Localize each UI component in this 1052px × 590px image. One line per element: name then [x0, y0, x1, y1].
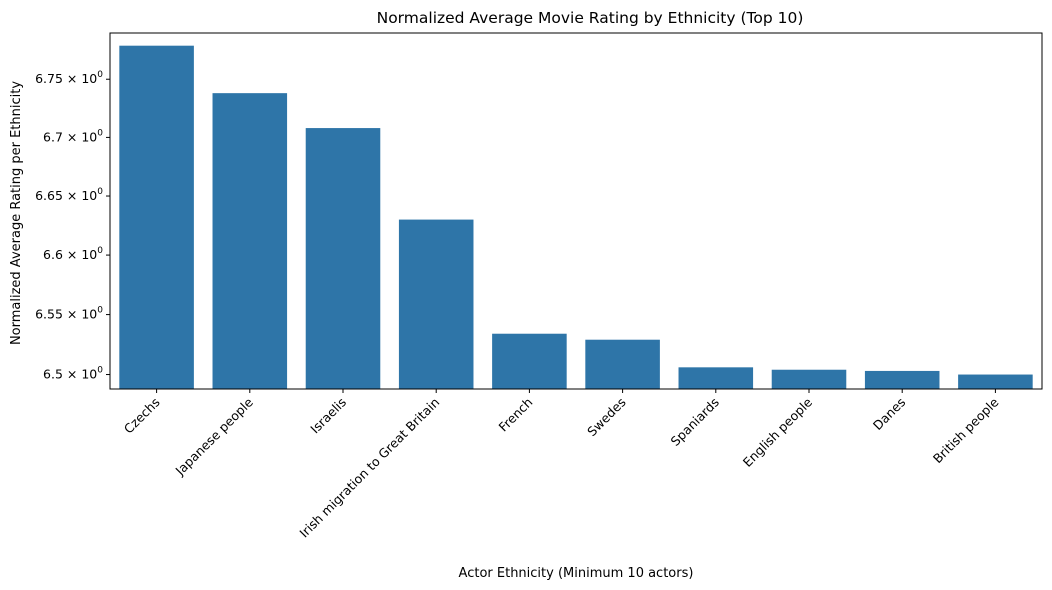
bar-english-people — [771, 369, 847, 389]
bar-british-people — [958, 374, 1033, 389]
bar-spaniards — [678, 367, 754, 389]
y-axis-label: Normalized Average Rating per Ethnicity — [9, 81, 24, 345]
y-tick-label: 6.65 × 100 — [35, 187, 103, 203]
chart-title: Normalized Average Movie Rating by Ethni… — [377, 9, 804, 27]
y-tick-label: 6.5 × 100 — [43, 366, 103, 382]
bars-group — [119, 45, 1033, 390]
x-tick-label: Czechs — [121, 395, 163, 437]
x-tick-label: Japanese people — [172, 394, 256, 478]
x-tick-label: Spaniards — [668, 395, 722, 449]
x-tick-label: French — [496, 395, 536, 435]
bar-french — [492, 333, 567, 389]
x-tick-label: English people — [740, 394, 816, 470]
y-tick-label: 6.6 × 100 — [43, 246, 103, 262]
x-tick-label: British people — [930, 394, 1002, 466]
bar-irish-migration-to-great-britain — [398, 219, 474, 389]
y-tick-label: 6.7 × 100 — [43, 128, 103, 144]
y-axis-ticks: 6.5 × 100 6.55 × 100 6.6 × 100 6.65 × 100 6.… — [35, 70, 110, 382]
bar-swedes — [585, 339, 660, 389]
x-tick-label: Swedes — [584, 395, 629, 440]
x-axis-label: Actor Ethnicity (Minimum 10 actors) — [459, 566, 694, 581]
bar-danes — [864, 370, 940, 389]
plot-frame — [109, 32, 1043, 390]
bar-japanese-people — [212, 93, 288, 389]
bar-czechs — [119, 45, 194, 389]
y-tick-label: 6.75 × 100 — [35, 70, 103, 86]
x-tick-label: Israelis — [307, 395, 349, 437]
y-tick-label: 6.55 × 100 — [35, 306, 103, 322]
x-tick-label: Danes — [870, 395, 908, 433]
bar-israelis — [305, 128, 381, 390]
